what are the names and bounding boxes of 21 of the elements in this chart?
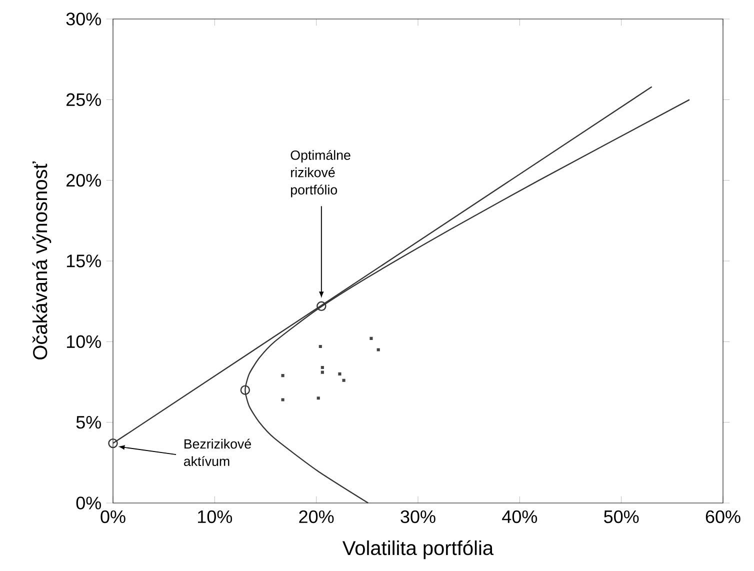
x-tick-label: 40% (502, 510, 538, 524)
x-tick-label: 50% (604, 510, 639, 524)
x-tick-label: 10% (198, 510, 232, 524)
y-tick-label: 25% (66, 93, 101, 106)
point (108, 438, 118, 448)
point (240, 385, 250, 395)
x-tick-label: 60% (706, 510, 740, 524)
x-tick-label: 20% (299, 510, 334, 524)
annotation: Bezrizikové aktívum (184, 438, 251, 466)
point (316, 301, 326, 312)
x-tick-label: 0% (100, 510, 126, 524)
annotation: Optimálne rizikové portfólio (290, 150, 350, 198)
y-axis-title: Očakávaná výnosnosť (32, 162, 52, 360)
y-tick-label: 15% (66, 254, 101, 268)
y-tick-label: 5% (76, 416, 101, 429)
y-tick-label: 30% (66, 12, 101, 26)
y-tick-label: 10% (66, 335, 101, 348)
x-tick-label: 30% (400, 510, 436, 524)
x-axis-title: Volatilita portfólia (342, 540, 494, 560)
y-tick-label: 0% (76, 496, 101, 510)
y-tick-label: 20% (66, 174, 101, 187)
